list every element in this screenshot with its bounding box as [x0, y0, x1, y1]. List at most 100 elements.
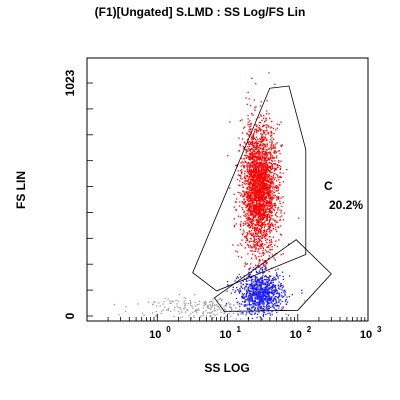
data-point: [258, 152, 260, 154]
data-point: [265, 279, 268, 281]
data-point: [270, 291, 272, 293]
data-point: [258, 225, 261, 227]
data-point: [256, 194, 258, 196]
data-point: [254, 185, 256, 187]
data-point: [260, 203, 262, 206]
data-point: [251, 178, 253, 180]
data-point: [279, 303, 281, 305]
data-point: [263, 138, 266, 140]
data-point: [271, 160, 274, 162]
data-point: [246, 290, 248, 292]
data-point: [272, 208, 274, 211]
data-point: [255, 250, 257, 252]
data-point: [239, 145, 241, 147]
gate-outlines: [192, 85, 332, 312]
data-point: [254, 275, 257, 278]
data-point: [261, 226, 263, 228]
data-point: [272, 156, 274, 159]
data-point: [262, 234, 264, 236]
data-point: [271, 279, 273, 282]
data-point: [268, 205, 270, 207]
data-point: [265, 204, 267, 207]
data-point: [267, 208, 269, 210]
data-point: [260, 114, 262, 116]
data-point: [258, 270, 261, 272]
data-point: [261, 295, 264, 297]
data-point: [260, 199, 262, 201]
data-point: [265, 177, 267, 179]
data-point: [259, 148, 261, 150]
data-point: [246, 183, 248, 185]
data-point: [249, 300, 252, 302]
data-point: [270, 127, 272, 129]
data-point: [267, 308, 269, 310]
data-point: [272, 175, 275, 177]
data-point: [213, 313, 215, 315]
data-point: [252, 245, 255, 247]
data-point: [264, 268, 266, 270]
data-point: [235, 208, 237, 211]
data-point: [251, 285, 253, 287]
data-point: [269, 299, 271, 301]
data-point: [210, 311, 212, 313]
data-point: [272, 181, 274, 183]
data-point: [284, 291, 287, 293]
data-point: [258, 262, 260, 264]
data-point: [249, 183, 251, 186]
data-point: [268, 169, 270, 172]
data-point: [230, 307, 233, 309]
data-point: [271, 290, 273, 292]
data-point: [262, 150, 264, 152]
data-point: [254, 276, 256, 279]
data-point: [249, 182, 251, 184]
data-point: [275, 308, 277, 310]
data-point: [264, 174, 267, 176]
data-point: [258, 175, 260, 177]
data-point: [272, 224, 274, 227]
data-point: [258, 176, 260, 178]
data-point: [248, 143, 250, 145]
data-point: [264, 234, 267, 236]
data-point: [262, 246, 264, 248]
data-point: [259, 216, 261, 218]
data-point: [266, 184, 268, 186]
data-point: [254, 308, 256, 310]
data-point: [279, 219, 281, 221]
data-point: [260, 210, 262, 212]
data-point: [247, 199, 249, 202]
data-point: [264, 275, 267, 277]
data-point: [173, 315, 175, 318]
data-point: [248, 297, 250, 299]
data-point: [262, 283, 264, 286]
data-point: [236, 164, 238, 166]
data-point: [265, 210, 267, 212]
data-point: [254, 204, 256, 207]
data-point: [272, 278, 274, 280]
data-point: [262, 143, 264, 145]
data-point: [270, 275, 272, 277]
data-point: [245, 204, 247, 206]
data-point: [249, 206, 251, 208]
data-point: [258, 121, 261, 124]
data-point: [264, 151, 267, 153]
data-point: [265, 178, 267, 181]
data-point: [253, 133, 255, 135]
data-point: [268, 184, 271, 187]
data-point: [261, 268, 264, 270]
data-point: [257, 279, 259, 281]
data-point: [264, 177, 267, 179]
data-point: [277, 277, 279, 279]
data-point: [244, 175, 246, 177]
data-point: [279, 293, 281, 296]
data-point: [248, 134, 250, 136]
data-point: [240, 171, 243, 174]
data-point: [246, 307, 248, 309]
data-point: [230, 292, 232, 294]
data-point: [277, 187, 280, 189]
data-point: [243, 199, 245, 201]
data-point: [278, 184, 280, 186]
data-point: [253, 207, 255, 209]
data-point: [247, 191, 249, 193]
data-point: [254, 186, 256, 188]
